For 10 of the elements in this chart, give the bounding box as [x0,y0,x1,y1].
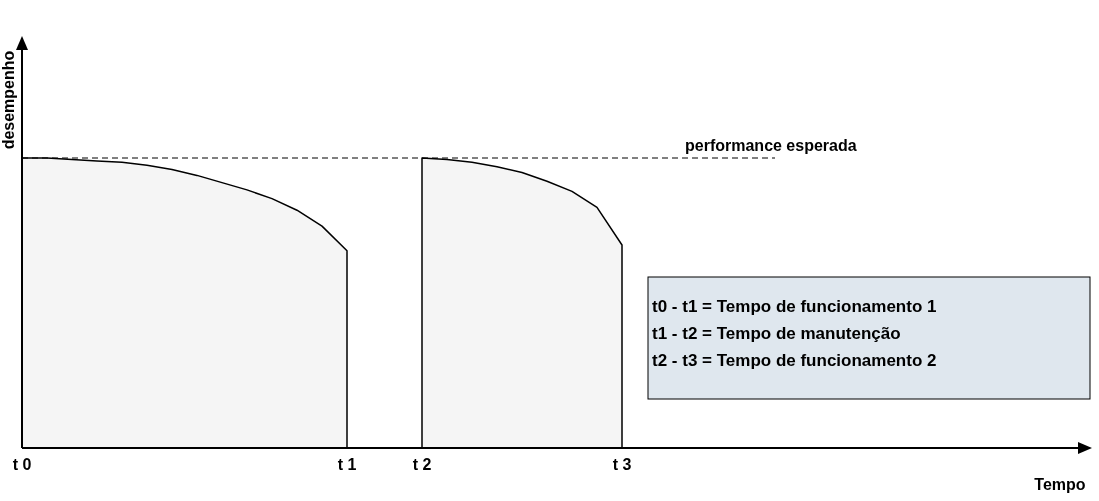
annotation: t1 - t2 = Tempo de manutenção [652,324,901,343]
x-axis-title: Tempo [1034,476,1086,493]
annotation: t0 - t1 = Tempo de funcionamento 1 [652,297,937,316]
x-tick-label: t 2 [412,456,432,473]
y-axis-title: desempenho [0,50,17,150]
ref-line-label: performance esperada [685,137,857,154]
x-tick-label: t 0 [12,456,32,473]
x-tick-label: t 3 [612,456,632,473]
annotation: t2 - t3 = Tempo de funcionamento 2 [652,351,937,370]
x-tick-label: t 1 [337,456,357,473]
